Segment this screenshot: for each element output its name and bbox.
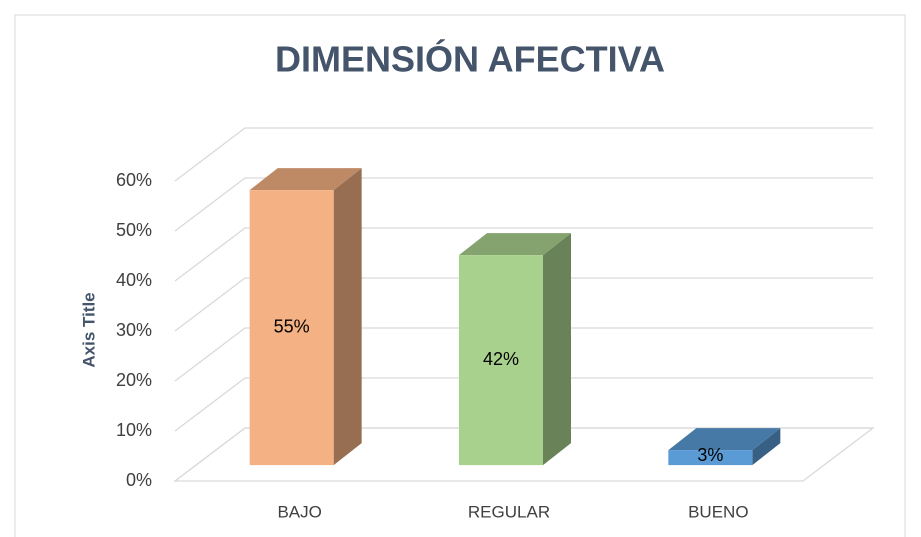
y-tick-label: 10% xyxy=(116,420,152,440)
chart-title: DIMENSIÓN AFECTIVA xyxy=(275,38,665,80)
bar-top xyxy=(459,233,571,256)
y-tick-label: 20% xyxy=(116,370,152,390)
y-axis-title: Axis Title xyxy=(79,292,98,367)
y-tick-label: 60% xyxy=(116,170,152,190)
x-tick-label: REGULAR xyxy=(468,502,550,521)
bar xyxy=(249,190,334,466)
floor xyxy=(173,427,875,482)
y-tick-label: 40% xyxy=(116,270,152,290)
data-label: 42% xyxy=(483,349,519,369)
bar xyxy=(459,255,543,466)
bar-top xyxy=(249,168,362,191)
y-tick-label: 30% xyxy=(116,320,152,340)
bar-side xyxy=(333,168,362,466)
data-label: 3% xyxy=(697,445,723,465)
x-tick-label: BAJO xyxy=(277,502,321,521)
grid-line xyxy=(174,327,873,382)
data-label: 55% xyxy=(274,316,310,336)
bar-side xyxy=(752,428,781,466)
bar-side xyxy=(543,233,571,466)
bar xyxy=(668,450,753,466)
grid-line xyxy=(174,277,873,332)
grid-line xyxy=(174,227,873,282)
grid-line xyxy=(174,177,873,232)
y-tick-label: 50% xyxy=(116,220,152,240)
y-tick-label: 0% xyxy=(126,470,152,490)
bar-top xyxy=(668,428,781,451)
grid-line xyxy=(174,127,873,182)
grid-line xyxy=(174,377,873,432)
x-tick-label: BUENO xyxy=(688,502,748,521)
